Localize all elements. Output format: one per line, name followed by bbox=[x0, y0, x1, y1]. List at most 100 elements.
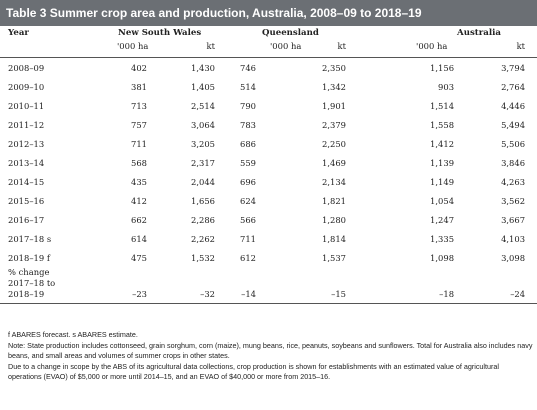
cell-aus-kt: 4,103 bbox=[501, 233, 526, 244]
cell-qld-area: 559 bbox=[240, 157, 256, 168]
cell-nsw-area: 412 bbox=[131, 195, 147, 206]
cell-qld-area: 566 bbox=[240, 214, 256, 225]
cell-aus-area: 1,156 bbox=[430, 62, 455, 73]
table-row: 2010–11 713 2,514 790 1,901 1,514 4,446 bbox=[0, 96, 537, 115]
cell-aus-kt: 3,562 bbox=[501, 195, 526, 206]
cell-qld-kt: 1,901 bbox=[322, 100, 346, 111]
cell-year: 2017–18 s bbox=[8, 233, 52, 244]
cell-qld-kt: 1,821 bbox=[322, 195, 346, 206]
cell-aus-area: 1,149 bbox=[430, 176, 455, 187]
cell-aus-kt: 4,263 bbox=[501, 176, 526, 187]
change-nsw-kt: –32 bbox=[200, 289, 215, 299]
cell-aus-area: 1,139 bbox=[430, 157, 455, 168]
cell-aus-area: 1,247 bbox=[430, 214, 455, 225]
cell-aus-kt: 5,506 bbox=[501, 138, 526, 149]
cell-aus-area: 903 bbox=[438, 81, 455, 92]
cell-qld-kt: 1,537 bbox=[322, 252, 346, 263]
cell-nsw-area: 435 bbox=[131, 176, 147, 187]
table-row: 2008–09 402 1,430 746 2,350 1,156 3,794 bbox=[0, 58, 537, 78]
cell-nsw-kt: 2,286 bbox=[191, 214, 215, 225]
cell-qld-kt: 1,280 bbox=[322, 214, 346, 225]
unit-nsw-area: '000 ha bbox=[117, 41, 149, 51]
col-header-nsw: New South Wales bbox=[118, 28, 202, 38]
unit-aus-area: '000 ha bbox=[416, 41, 448, 51]
cell-qld-kt: 2,134 bbox=[322, 176, 346, 187]
cell-qld-kt: 1,342 bbox=[322, 81, 346, 92]
note-forecast: f ABARES forecast. s ABARES estimate. bbox=[8, 330, 138, 339]
cell-nsw-area: 475 bbox=[131, 252, 147, 263]
cell-nsw-area: 568 bbox=[131, 157, 147, 168]
change-qld-kt: –15 bbox=[331, 289, 346, 299]
change-nsw-area: –23 bbox=[132, 289, 147, 299]
cell-aus-kt: 3,667 bbox=[501, 214, 526, 225]
cell-qld-kt: 1,814 bbox=[322, 233, 346, 244]
table-row: 2009–10 381 1,405 514 1,342 903 2,764 bbox=[0, 77, 537, 96]
change-row: % change 2017–18 to 2018–19 –23 –32 –14 … bbox=[0, 267, 537, 304]
cell-qld-area: 612 bbox=[240, 252, 256, 263]
cell-qld-kt: 1,469 bbox=[322, 157, 346, 168]
cell-year: 2012–13 bbox=[8, 138, 45, 149]
cell-year: 2015–16 bbox=[8, 195, 45, 206]
cell-nsw-kt: 3,064 bbox=[191, 119, 215, 130]
table-row: 2016–17 662 2,286 566 1,280 1,247 3,667 bbox=[0, 210, 537, 229]
header-row-groups: Year New South Wales Queensland Australi… bbox=[0, 28, 537, 41]
cell-qld-area: 696 bbox=[240, 176, 256, 187]
change-label-line1: % change bbox=[8, 267, 50, 277]
crop-table: Year New South Wales Queensland Australi… bbox=[0, 28, 537, 304]
cell-qld-area: 746 bbox=[240, 62, 256, 73]
cell-year: 2013–14 bbox=[8, 157, 45, 168]
cell-nsw-area: 402 bbox=[131, 62, 147, 73]
table-row: 2011–12 757 3,064 783 2,379 1,558 5,494 bbox=[0, 115, 537, 134]
cell-year: 2008–09 bbox=[8, 62, 45, 73]
table-row: 2014–15 435 2,044 696 2,134 1,149 4,263 bbox=[0, 172, 537, 191]
change-aus-area: –18 bbox=[439, 289, 455, 299]
note-evao: Due to a change in scope by the ABS of i… bbox=[8, 361, 500, 382]
cell-year: 2016–17 bbox=[8, 214, 45, 225]
table-notes: f ABARES forecast. s ABARES estimate. No… bbox=[0, 330, 537, 383]
cell-qld-area: 790 bbox=[240, 100, 256, 111]
cell-nsw-kt: 2,317 bbox=[191, 157, 215, 168]
cell-qld-area: 624 bbox=[240, 195, 256, 206]
table-row: 2012–13 711 3,205 686 2,250 1,412 5,506 bbox=[0, 134, 537, 153]
cell-nsw-kt: 1,532 bbox=[191, 252, 215, 263]
header-row-units: '000 ha kt '000 ha kt '000 ha kt bbox=[0, 41, 537, 58]
cell-qld-kt: 2,250 bbox=[322, 138, 346, 149]
cell-nsw-kt: 3,205 bbox=[191, 138, 215, 149]
change-qld-area: –14 bbox=[241, 289, 256, 299]
cell-nsw-kt: 1,656 bbox=[191, 195, 215, 206]
col-header-qld: Queensland bbox=[262, 28, 319, 38]
cell-nsw-kt: 2,514 bbox=[191, 100, 215, 111]
cell-nsw-area: 614 bbox=[131, 233, 147, 244]
cell-nsw-kt: 1,430 bbox=[191, 62, 215, 73]
cell-qld-area: 783 bbox=[240, 119, 256, 130]
cell-year: 2009–10 bbox=[8, 81, 45, 92]
change-label: % change 2017–18 to 2018–19 bbox=[0, 267, 80, 304]
cell-aus-area: 1,412 bbox=[430, 138, 455, 149]
cell-qld-kt: 2,379 bbox=[322, 119, 346, 130]
table-row: 2018–19 f 475 1,532 612 1,537 1,098 3,098 bbox=[0, 248, 537, 267]
unit-nsw-kt: kt bbox=[206, 41, 215, 51]
table-title: Table 3 Summer crop area and production,… bbox=[0, 0, 537, 26]
cell-nsw-area: 757 bbox=[131, 119, 147, 130]
unit-qld-kt: kt bbox=[337, 41, 346, 51]
cell-year: 2014–15 bbox=[8, 176, 45, 187]
table-row: 2013–14 568 2,317 559 1,469 1,139 3,846 bbox=[0, 153, 537, 172]
cell-nsw-kt: 2,044 bbox=[191, 176, 215, 187]
cell-aus-kt: 3,794 bbox=[501, 62, 526, 73]
cell-nsw-kt: 2,262 bbox=[191, 233, 215, 244]
table-row: 2017–18 s 614 2,262 711 1,814 1,335 4,103 bbox=[0, 229, 537, 248]
cell-aus-area: 1,514 bbox=[430, 100, 455, 111]
note-scope: Note: State production includes cottonse… bbox=[8, 340, 533, 361]
cell-year: 2010–11 bbox=[8, 100, 45, 111]
cell-nsw-area: 662 bbox=[131, 214, 147, 225]
cell-qld-area: 514 bbox=[240, 81, 256, 92]
cell-aus-kt: 3,098 bbox=[501, 252, 526, 263]
cell-year: 2018–19 f bbox=[8, 252, 50, 263]
cell-year: 2011–12 bbox=[8, 119, 45, 130]
table-row: 2015–16 412 1,656 624 1,821 1,054 3,562 bbox=[0, 191, 537, 210]
cell-qld-kt: 2,350 bbox=[322, 62, 346, 73]
cell-nsw-kt: 1,405 bbox=[191, 81, 215, 92]
change-label-line2: 2017–18 to bbox=[8, 278, 56, 288]
cell-nsw-area: 381 bbox=[131, 81, 147, 92]
